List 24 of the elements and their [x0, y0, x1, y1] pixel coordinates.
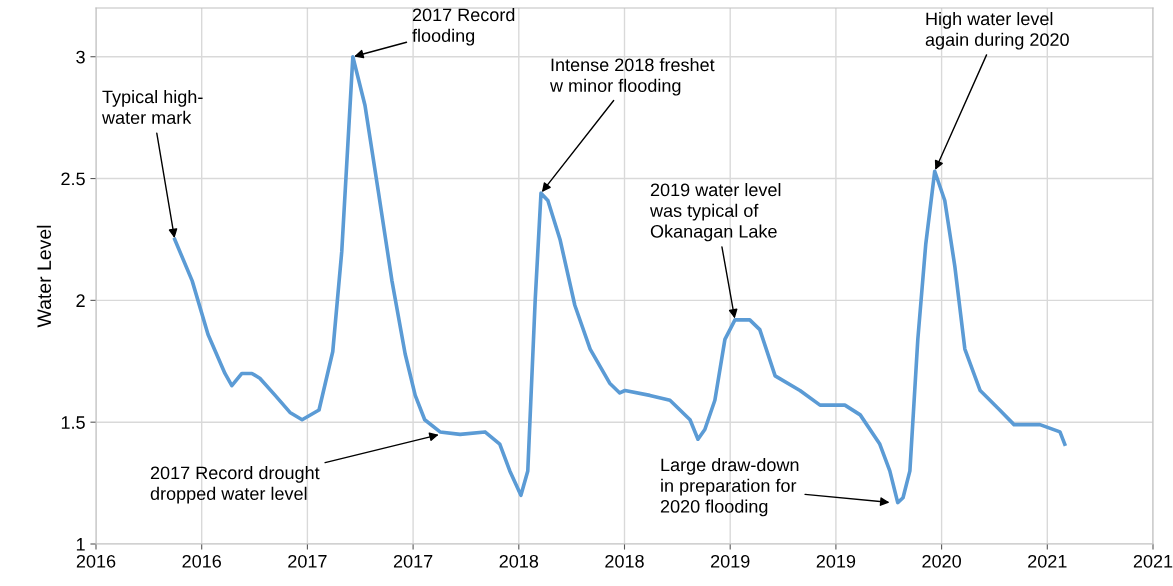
annotation: High water level again during 2020 — [925, 12, 1069, 50]
annotation: Typical high- water mark — [101, 90, 203, 125]
y-tick-label: 1 — [76, 538, 85, 551]
x-tick-label: 2021 — [1133, 554, 1173, 568]
x-tick-label: 2018 — [499, 554, 539, 568]
annotation: 2017 Record drought dropped water level — [150, 466, 320, 504]
x-tick-label: 2019 — [816, 554, 856, 568]
y-tick-label: 2 — [76, 294, 85, 307]
x-tick-label: 2017 — [288, 554, 327, 568]
y-tick-label: 3 — [76, 50, 85, 64]
annotation: 2017 Record flooding — [412, 8, 515, 46]
x-tick-label: 2016 — [182, 554, 221, 568]
x-tick-label: 2020 — [922, 554, 961, 568]
y-axis-title: Water Level — [36, 225, 52, 328]
y-tick-label: 1.5 — [61, 416, 85, 429]
x-tick-label: 2018 — [605, 554, 644, 568]
x-tick-label: 2016 — [76, 554, 116, 568]
x-tick-label: 2019 — [711, 554, 750, 568]
x-tick-label: 2017 — [393, 554, 433, 568]
annotation: Intense 2018 freshet w minor flooding — [549, 58, 715, 96]
x-tick-label: 2021 — [1028, 554, 1067, 568]
y-tick-label: 2.5 — [61, 172, 85, 186]
annotation: Large draw-down in preparation for 2020 flooding — [660, 458, 799, 517]
annotation: 2019 water level was typical of Okanagan Lake — [649, 183, 781, 242]
